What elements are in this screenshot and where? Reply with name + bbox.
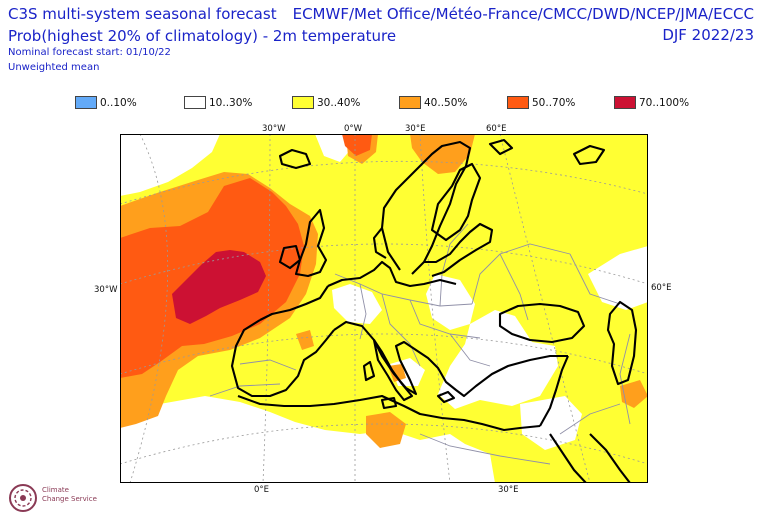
season-label: DJF 2022/23 [662,26,754,44]
legend-swatch [184,96,206,109]
title-line-1: C3S multi-system seasonal forecast [8,5,277,23]
graticule [120,134,648,483]
prob-region-10-30 [438,310,558,409]
legend-item: 70..100% [614,96,689,109]
legend-item: 0..10% [75,96,137,109]
legend-swatch [399,96,421,109]
lon-label-top: 60°E [486,124,507,134]
prob-region-40-50 [296,330,314,350]
map-frame [120,134,648,483]
prob-region-50-70 [342,134,372,156]
forecast-map [120,134,648,483]
lon-label-right: 60°E [651,283,672,293]
legend-item: 30..40% [292,96,360,109]
logo-text-line: Change Service [42,495,97,503]
prob-region-10-30 [588,246,648,310]
copernicus-climate-logo [9,484,37,512]
prob-region-40-50 [620,380,648,408]
lon-label-top: 30°W [262,124,286,134]
legend-swatch [614,96,636,109]
prob-region-10-30 [120,134,220,196]
logo-text: Climate Change Service [42,486,97,504]
country-borders [209,223,631,465]
lon-label-top: 0°W [344,124,363,134]
prob-region-40-50 [366,412,406,448]
prob-region-40-50 [410,134,475,174]
lon-label-top: 30°E [405,124,426,134]
legend-swatch [75,96,97,109]
legend-item: 10..30% [184,96,252,109]
legend-swatch [507,96,529,109]
legend-label: 50..70% [532,96,576,109]
prob-region-10-30 [426,274,475,330]
logo-text-line: Climate [42,486,69,494]
prob-region-10-30 [120,396,495,483]
providers-label: ECMWF/Met Office/Météo-France/CMCC/DWD/N… [292,5,754,23]
prob-region-40-50 [388,364,406,382]
color-legend: 0..10% 10..30% 30..40% 40..50% 50..70% 7… [0,96,760,112]
legend-swatch [292,96,314,109]
legend-item: 40..50% [399,96,467,109]
legend-label: 30..40% [317,96,361,109]
legend-label: 0..10% [100,96,137,109]
prob-region-10-30 [332,284,382,324]
weighting-label: Unweighted mean [8,62,100,73]
legend-label: 70..100% [639,96,690,109]
prob-region-10-30 [520,396,582,450]
prob-region-70-100 [172,250,266,324]
lon-label-left: 30°W [94,285,118,295]
lon-label-bottom: 0°E [254,485,270,495]
coastlines [230,138,638,483]
forecast-start-label: Nominal forecast start: 01/10/22 [8,47,171,58]
prob-region-10-30 [315,134,352,162]
legend-label: 10..30% [209,96,253,109]
title-line-2: Prob(highest 20% of climatology) - 2m te… [8,27,397,45]
legend-label: 40..50% [424,96,468,109]
lon-label-bottom: 30°E [498,485,519,495]
legend-item: 50..70% [507,96,575,109]
